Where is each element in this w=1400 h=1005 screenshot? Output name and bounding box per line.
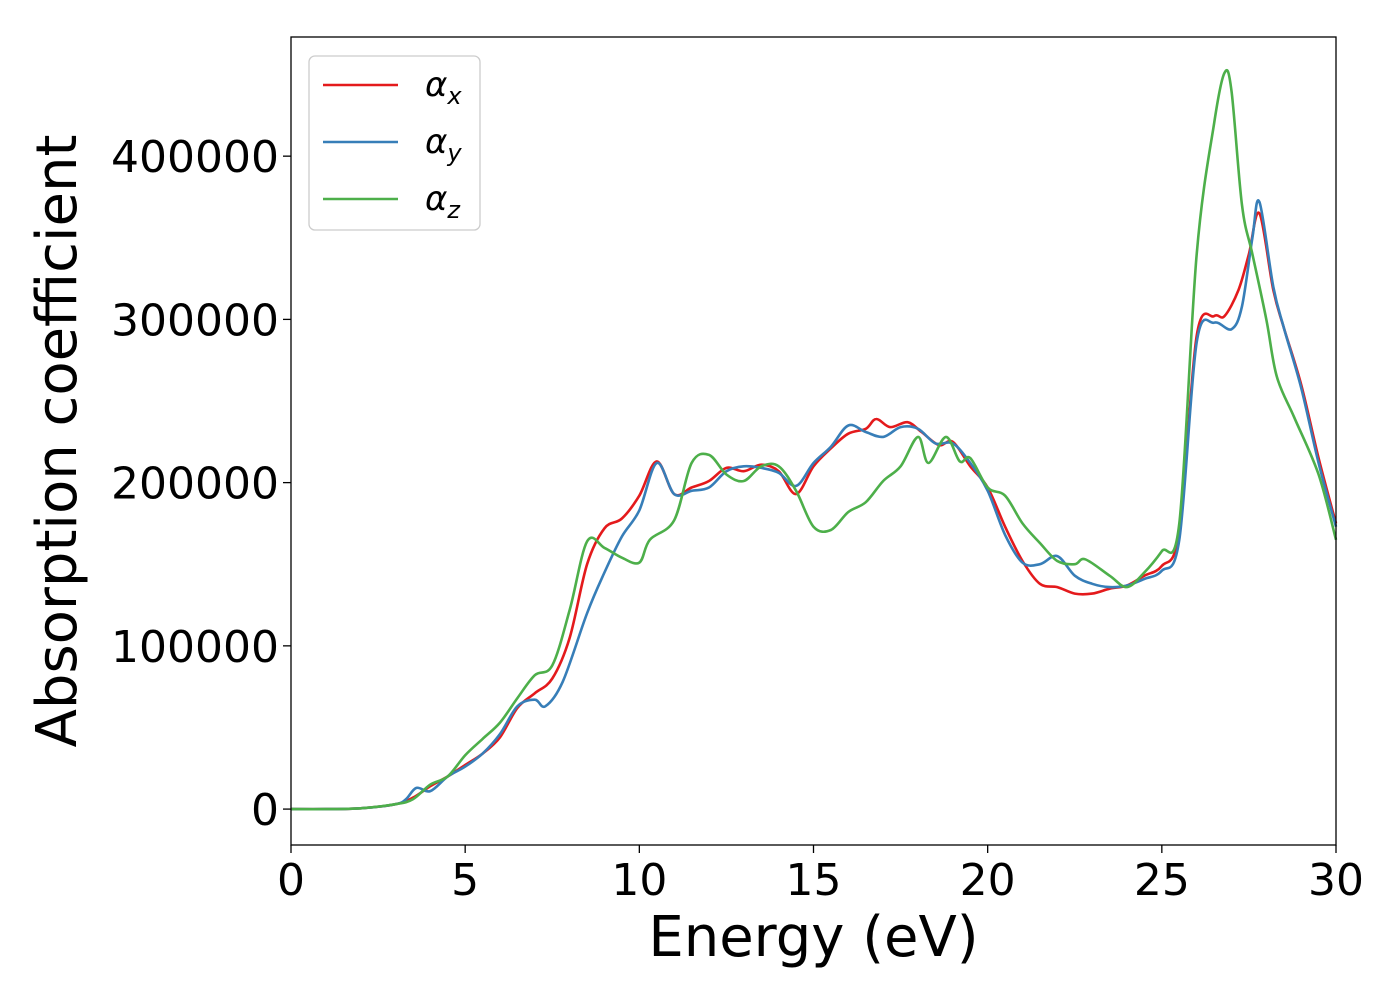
series-line-y bbox=[290, 199, 1338, 811]
y-axis-title: Absorption coefficient bbox=[25, 135, 90, 748]
x-tick-label: 30 bbox=[1308, 855, 1364, 906]
x-tick-label: 0 bbox=[277, 855, 305, 906]
x-tick-label: 20 bbox=[960, 855, 1016, 906]
y-tick-label: 400000 bbox=[111, 132, 279, 183]
x-tick-label: 25 bbox=[1134, 855, 1190, 906]
legend-label-y: αy bbox=[425, 122, 462, 167]
legend-label-z: αz bbox=[425, 179, 461, 224]
y-tick-label: 0 bbox=[251, 785, 279, 836]
y-tick-label: 100000 bbox=[111, 622, 279, 673]
x-tick-label: 5 bbox=[451, 855, 479, 906]
x-tick-label: 10 bbox=[611, 855, 667, 906]
series-layer bbox=[290, 69, 1338, 811]
x-tick-label: 15 bbox=[786, 855, 842, 906]
legend-label-x: αx bbox=[425, 65, 462, 110]
legend: αx αy αz bbox=[308, 55, 481, 231]
y-tick-label: 200000 bbox=[111, 459, 279, 510]
x-axis-title: Energy (eV) bbox=[648, 905, 978, 970]
y-tick-label: 300000 bbox=[111, 295, 279, 346]
tick-layer: 0 5 10 15 20 25 30 0 100000 200000 300000 400000 bbox=[111, 132, 1364, 906]
series-line-z bbox=[290, 69, 1338, 811]
